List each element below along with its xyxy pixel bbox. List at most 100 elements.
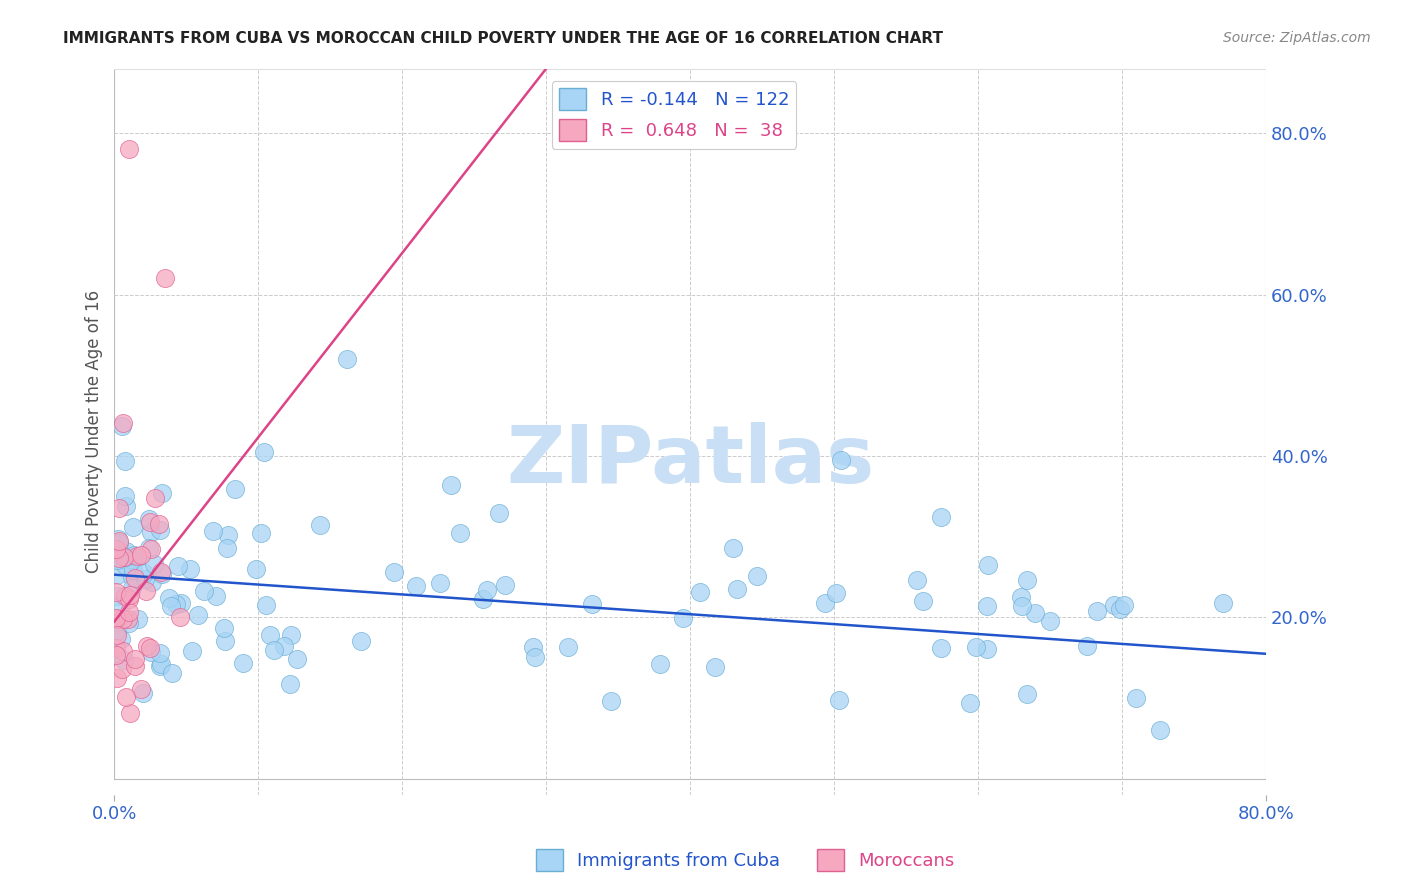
Point [107, 567, 129, 582]
Point [115, 690, 138, 705]
Point [108, 550, 131, 565]
Point [112, 653, 135, 667]
Point [976, 642, 998, 657]
Point [118, 588, 141, 602]
Point [135, 583, 157, 598]
Point [245, 562, 267, 576]
Point [1024, 606, 1046, 620]
Point [139, 515, 162, 529]
Point [747, 568, 769, 582]
Point [107, 533, 129, 547]
Point [105, 552, 128, 566]
Point [124, 571, 146, 585]
Point [138, 541, 160, 556]
Point [157, 591, 180, 605]
Point [121, 553, 143, 567]
Point [201, 524, 224, 539]
Point [117, 611, 139, 625]
Point [212, 621, 235, 635]
Point [149, 657, 172, 671]
Point [143, 491, 166, 505]
Point [150, 567, 173, 582]
Point [965, 640, 987, 655]
Point [105, 584, 128, 599]
Point [263, 643, 285, 657]
Point [725, 582, 748, 596]
Point [150, 486, 173, 500]
Point [187, 607, 209, 622]
Point [224, 482, 246, 496]
Y-axis label: Child Poverty Under the Age of 16: Child Poverty Under the Age of 16 [86, 290, 103, 574]
Legend: Immigrants from Cuba, Moroccans: Immigrants from Cuba, Moroccans [529, 842, 962, 879]
Point [723, 541, 745, 556]
Point [127, 549, 149, 563]
Point [308, 518, 330, 533]
Point [814, 596, 837, 610]
Point [581, 597, 603, 611]
Point [253, 445, 276, 459]
Point [121, 563, 143, 577]
Point [250, 525, 273, 540]
Point [162, 665, 184, 680]
Point [118, 616, 141, 631]
Point [110, 632, 132, 647]
Point [1039, 614, 1062, 628]
Point [830, 453, 852, 467]
Point [136, 640, 159, 654]
Point [114, 550, 136, 565]
Point [672, 611, 695, 625]
Point [494, 578, 516, 592]
Point [217, 541, 239, 556]
Point [108, 536, 131, 550]
Point [165, 598, 187, 612]
Point [134, 572, 156, 586]
Point [117, 591, 139, 606]
Point [180, 644, 202, 658]
Point [349, 634, 371, 648]
Point [912, 594, 935, 608]
Point [132, 566, 155, 580]
Point [204, 589, 226, 603]
Point [112, 644, 135, 658]
Point [475, 582, 498, 597]
Point [1108, 602, 1130, 616]
Point [132, 686, 155, 700]
Point [105, 589, 128, 603]
Point [280, 628, 302, 642]
Point [150, 566, 173, 580]
Point [107, 534, 129, 549]
Point [111, 612, 134, 626]
Point [141, 645, 163, 659]
Point [114, 589, 136, 603]
Point [1149, 723, 1171, 737]
Point [828, 693, 851, 707]
Point [170, 596, 193, 610]
Point [169, 610, 191, 624]
Point [148, 517, 170, 532]
Point [336, 352, 359, 367]
Point [1015, 573, 1038, 587]
Point [139, 542, 162, 557]
Point [1011, 599, 1033, 613]
Point [488, 506, 510, 520]
Point [287, 652, 309, 666]
Point [1112, 598, 1135, 612]
Point [118, 706, 141, 720]
Point [127, 551, 149, 566]
Point [141, 574, 163, 589]
Point [522, 640, 544, 654]
Point [600, 693, 623, 707]
Point [689, 584, 711, 599]
Point [217, 528, 239, 542]
Point [1010, 591, 1032, 605]
Point [105, 671, 128, 685]
Point [931, 640, 953, 655]
Point [111, 552, 134, 566]
Point [111, 416, 134, 430]
Point [115, 544, 138, 558]
Point [143, 557, 166, 571]
Point [214, 634, 236, 648]
Point [108, 500, 131, 515]
Point [105, 624, 128, 638]
Point [160, 599, 183, 613]
